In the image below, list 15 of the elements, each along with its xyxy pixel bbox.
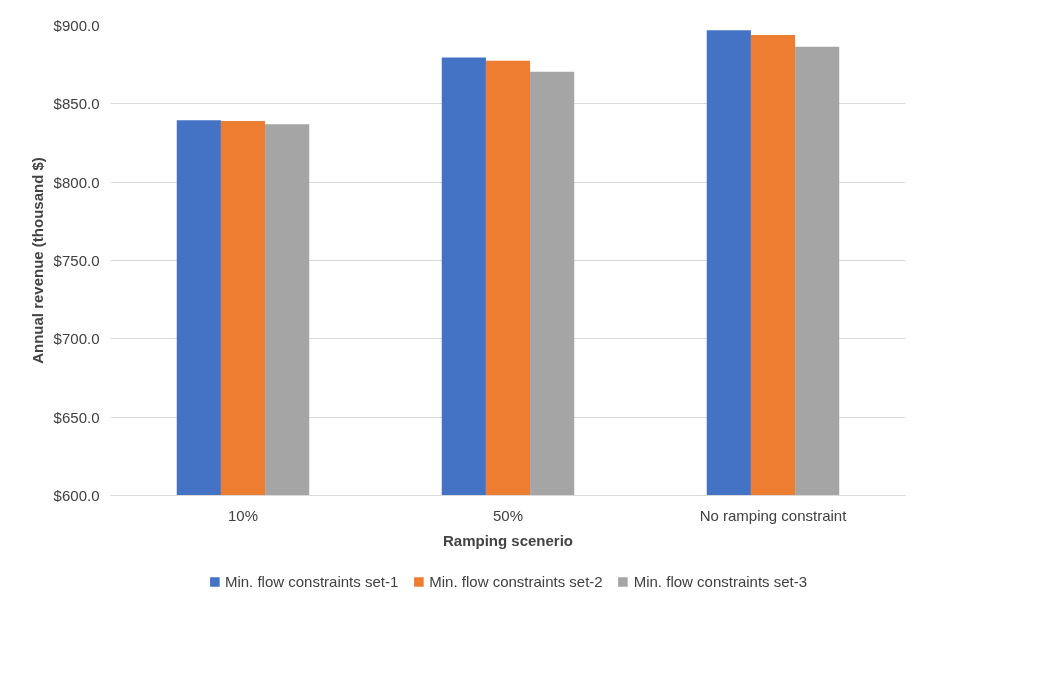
x-axis-title: Ramping scenerio [442, 531, 574, 549]
y-tick-label: $850.0 [53, 95, 100, 113]
x-tick-label: 50% [492, 506, 524, 524]
y-tick-label: $600.0 [53, 487, 100, 504]
y-tick-label: $900.0 [53, 17, 100, 34]
legend-label: Min. flow constraints set-1 [224, 572, 399, 590]
legend-label: Min. flow constraints set-3 [633, 572, 808, 590]
legend-label: Min. flow constraints set-2 [429, 572, 603, 590]
x-tick-label: No ramping constraint [699, 506, 848, 524]
y-tick-label: $800.0 [53, 173, 100, 191]
y-axis-title: Annual revenue (thousand $) [28, 157, 46, 364]
y-tick-label: $750.0 [53, 252, 100, 269]
y-tick-label: $700.0 [53, 330, 100, 348]
y-tick-label: $650.0 [53, 408, 100, 426]
x-tick-label: 10% [227, 506, 259, 524]
